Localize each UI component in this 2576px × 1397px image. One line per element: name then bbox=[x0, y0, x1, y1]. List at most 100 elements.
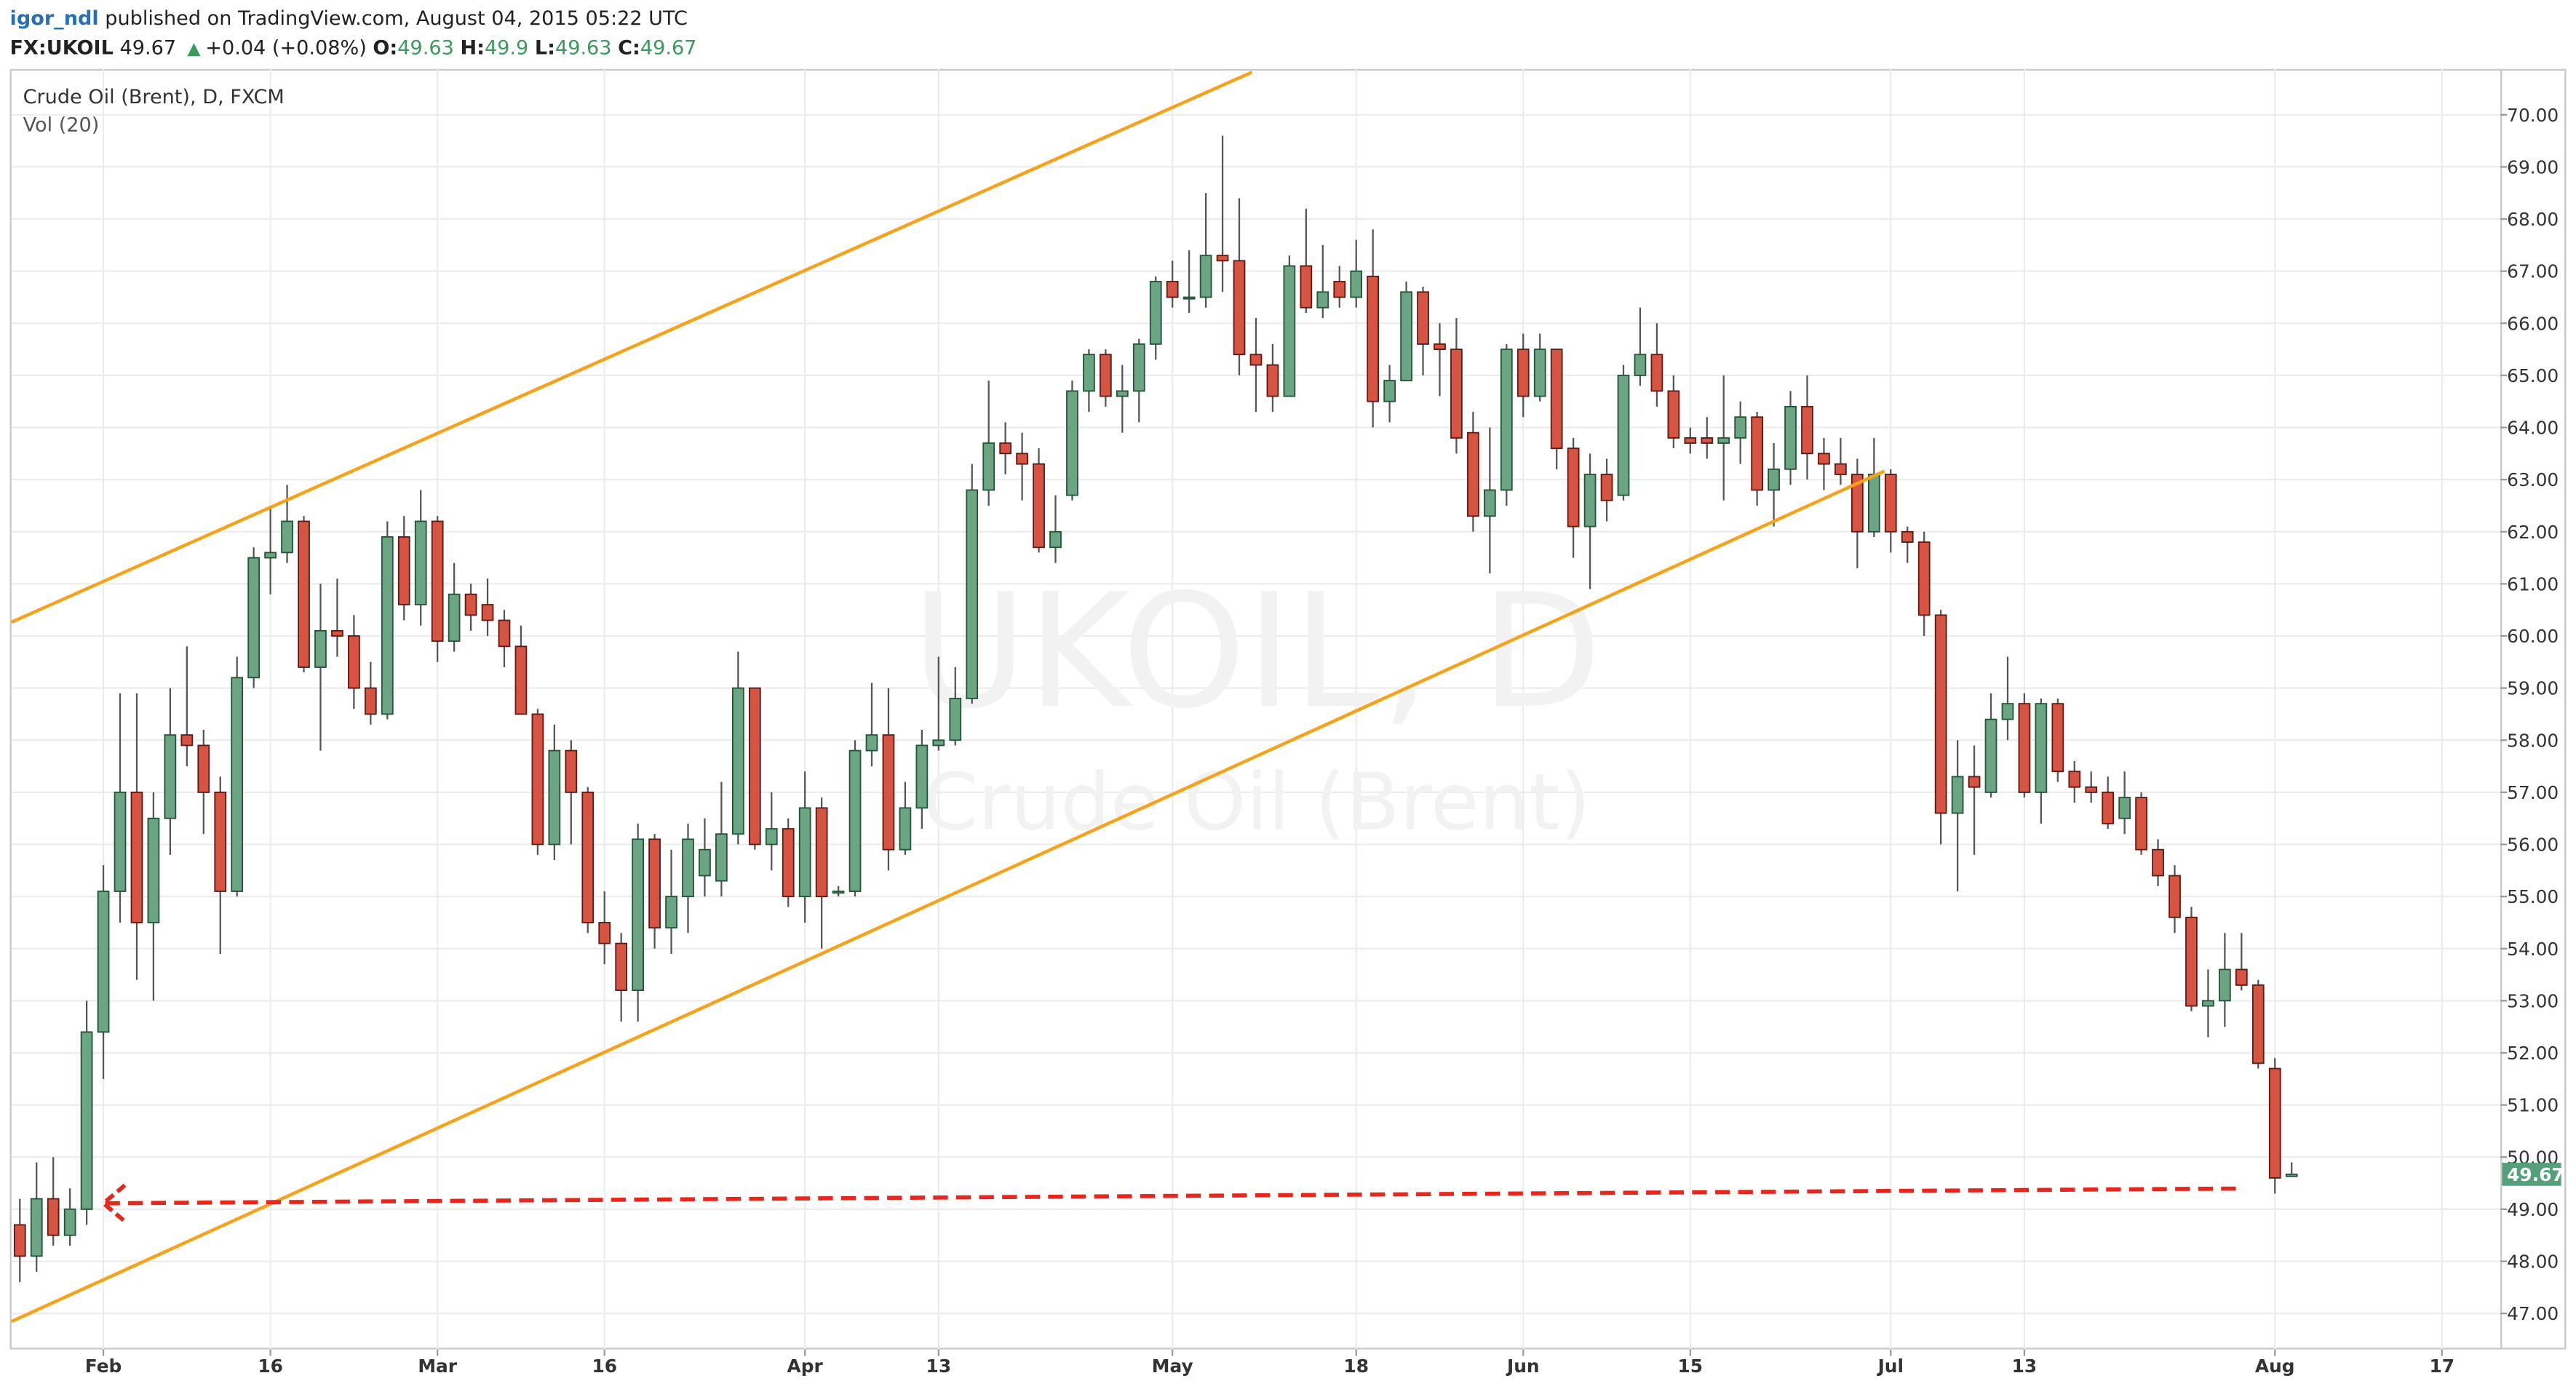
candle-body bbox=[882, 734, 895, 851]
candle-body bbox=[1533, 349, 1546, 397]
candle-body bbox=[1333, 281, 1346, 298]
y-tick-label: 59.00 bbox=[2507, 678, 2559, 699]
candles bbox=[13, 135, 2298, 1283]
candle-body bbox=[999, 442, 1011, 455]
change: +0.04 (+0.08%) bbox=[205, 36, 367, 59]
candle-body bbox=[1734, 416, 1747, 439]
candle-body bbox=[314, 629, 327, 668]
candle-body bbox=[1182, 296, 1196, 300]
candle-body bbox=[1083, 354, 1095, 392]
candle-body bbox=[648, 838, 661, 929]
last-price-label: 49.67 bbox=[2507, 1164, 2564, 1185]
high-value: 49.9 bbox=[485, 36, 528, 59]
candle-body bbox=[765, 828, 778, 845]
x-tick-label: 13 bbox=[2012, 1356, 2038, 1377]
candle-body bbox=[1483, 489, 1496, 517]
close-value: 49.67 bbox=[640, 36, 697, 59]
candle-body bbox=[381, 536, 394, 715]
candle-body bbox=[1684, 437, 1697, 444]
candle-body bbox=[197, 744, 210, 793]
y-tick-label: 70.00 bbox=[2507, 105, 2559, 126]
candle-body bbox=[1033, 463, 1045, 549]
candle-body bbox=[1434, 343, 1446, 351]
candle-body bbox=[848, 749, 862, 892]
quote-line: FX:UKOIL 49.67 +0.04 (+0.08%) O:49.63 H:… bbox=[10, 36, 697, 59]
y-tick-label: 62.00 bbox=[2507, 522, 2559, 543]
frame bbox=[9, 68, 2567, 1350]
x-tick-label: May bbox=[1152, 1356, 1193, 1377]
candle-body bbox=[47, 1198, 60, 1236]
candle-body bbox=[932, 739, 945, 747]
x-tick-label: Aug bbox=[2255, 1356, 2295, 1377]
y-tick-label: 69.00 bbox=[2507, 156, 2559, 178]
candle-body bbox=[2168, 875, 2181, 918]
candle-body bbox=[1149, 281, 1162, 345]
candle-body bbox=[481, 604, 494, 621]
y-tick-label: 51.00 bbox=[2507, 1095, 2559, 1116]
candle-body bbox=[147, 817, 160, 923]
candle-body bbox=[1417, 291, 1429, 345]
candle-body bbox=[2118, 797, 2131, 819]
candle-body bbox=[1049, 530, 1062, 549]
candle-body bbox=[798, 807, 811, 898]
candle-body bbox=[2135, 797, 2147, 851]
candle-body bbox=[30, 1198, 43, 1257]
candle-body bbox=[1667, 390, 1680, 439]
up-arrow-icon bbox=[187, 43, 201, 57]
candle-body bbox=[1350, 270, 1363, 298]
candle-body bbox=[1283, 265, 1296, 397]
candle-body bbox=[1851, 474, 1864, 533]
candle-body bbox=[865, 734, 878, 752]
candle-body bbox=[615, 942, 628, 991]
candle-body bbox=[1834, 463, 1847, 475]
x-tick-label: 18 bbox=[1343, 1356, 1369, 1377]
candle-body bbox=[1701, 437, 1714, 444]
candle-body bbox=[632, 838, 644, 991]
candle-body bbox=[97, 891, 110, 1033]
candle-body bbox=[1934, 614, 1947, 814]
low-value: 49.63 bbox=[555, 36, 612, 59]
trend-line-lower[interactable] bbox=[10, 469, 1885, 1324]
volume-label: Vol (20) bbox=[23, 114, 100, 137]
candle-body bbox=[514, 645, 528, 715]
y-tick-label: 54.00 bbox=[2507, 939, 2559, 960]
author[interactable]: igor_ndl bbox=[10, 7, 99, 30]
candle-body bbox=[2035, 703, 2048, 793]
x-tick-label: 16 bbox=[592, 1356, 617, 1377]
header-line: igor_ndl published on TradingView.com, A… bbox=[10, 7, 688, 30]
x-tick-label: 13 bbox=[926, 1356, 952, 1377]
candle-body bbox=[1166, 281, 1179, 298]
candle-body bbox=[832, 891, 845, 894]
grid bbox=[11, 68, 2501, 1350]
symbol: FX:UKOIL bbox=[10, 36, 114, 59]
candle-body bbox=[1383, 380, 1396, 402]
candle-body bbox=[2219, 968, 2231, 1002]
watermark-subtitle: Crude Oil (Brent) bbox=[923, 755, 1591, 848]
candle-body bbox=[815, 807, 828, 898]
x-tick-label: Feb bbox=[85, 1356, 122, 1377]
candle-body bbox=[682, 838, 694, 898]
candle-body bbox=[130, 792, 143, 923]
x-tick-label: Apr bbox=[787, 1356, 824, 1377]
candle-body bbox=[598, 922, 611, 944]
candle-body bbox=[1199, 255, 1212, 298]
candle-body bbox=[1016, 453, 1028, 465]
candle-body bbox=[1917, 541, 1931, 616]
candle-body bbox=[1367, 275, 1380, 402]
candle-body bbox=[581, 792, 595, 923]
candle-body bbox=[448, 593, 461, 642]
candle-body bbox=[1066, 390, 1078, 496]
candle-body bbox=[1968, 776, 1981, 788]
x-tick-label: 15 bbox=[1678, 1356, 1704, 1377]
trend-line-upper[interactable] bbox=[10, 71, 1253, 624]
candle-body bbox=[298, 520, 310, 668]
candle-body bbox=[2185, 916, 2198, 1007]
dashed-arrow[interactable] bbox=[105, 1186, 2243, 1206]
candle-body bbox=[782, 828, 795, 898]
candle-body bbox=[1233, 260, 1246, 356]
candle-body bbox=[1818, 453, 1830, 465]
candle-body bbox=[498, 619, 511, 648]
candle-body bbox=[548, 749, 561, 845]
y-tick-label: 65.00 bbox=[2507, 365, 2559, 386]
